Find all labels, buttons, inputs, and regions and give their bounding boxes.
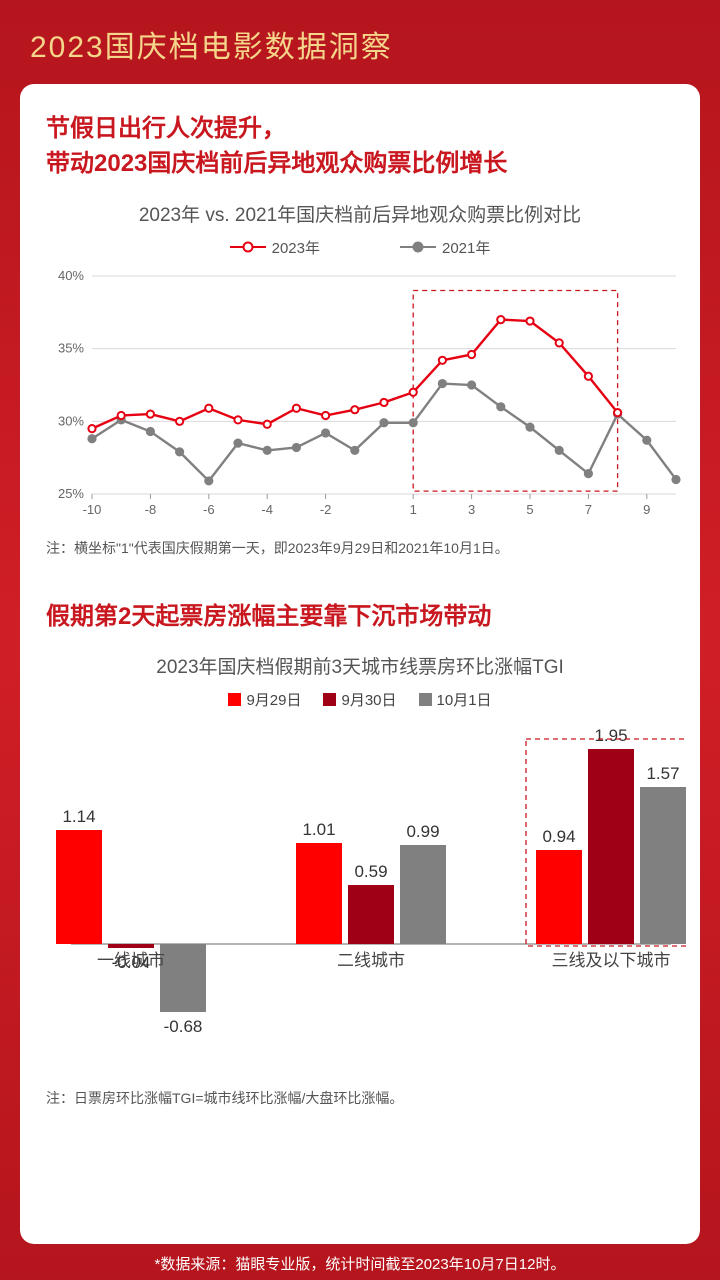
line-chart: 25% 30% 35% 40% -10 -8 -6 -4 -2 1 3 5 7 9 <box>46 264 674 524</box>
content-card: 节假日出行人次提升， 带动2023国庆档前后异地观众购票比例增长 2023年 v… <box>20 84 700 1244</box>
legend-2021-label: 2021年 <box>442 237 490 258</box>
svg-text:9: 9 <box>643 502 650 517</box>
section1-title-line2: 带动2023国庆档前后异地观众购票比例增长 <box>46 147 674 182</box>
footer-source: *数据来源：猫眼专业版，统计时间截至2023年10月7日12时。 <box>0 1245 720 1280</box>
section2-chart-title: 2023年国庆档假期前3天城市线票房环比涨幅TGI <box>46 652 674 679</box>
svg-text:1.14: 1.14 <box>62 807 95 826</box>
svg-text:25%: 25% <box>58 486 84 501</box>
section1-note: 注：横坐标"1"代表国庆假期第一天，即2023年9月29日和2021年10月1日… <box>46 538 674 558</box>
legend-2023-label: 2023年 <box>272 237 320 258</box>
section1-title-line1: 节假日出行人次提升， <box>46 112 674 147</box>
svg-text:0.99: 0.99 <box>406 822 439 841</box>
svg-text:-2: -2 <box>320 502 332 517</box>
svg-text:1.57: 1.57 <box>646 764 679 783</box>
section2-title: 假期第2天起票房涨幅主要靠下沉市场带动 <box>46 600 674 635</box>
svg-text:一线城市: 一线城市 <box>97 951 165 970</box>
svg-text:5: 5 <box>526 502 533 517</box>
svg-text:3: 3 <box>468 502 475 517</box>
legend-d1-label: 9月29日 <box>246 689 301 710</box>
svg-text:30%: 30% <box>58 413 84 428</box>
svg-text:-6: -6 <box>203 502 215 517</box>
svg-text:-10: -10 <box>83 502 102 517</box>
svg-text:三线及以下城市: 三线及以下城市 <box>552 951 671 970</box>
svg-text:-8: -8 <box>145 502 157 517</box>
page-title: 2023国庆档电影数据洞察 <box>0 0 720 84</box>
legend-d1: 9月29日 <box>228 689 301 710</box>
svg-text:0.59: 0.59 <box>354 862 387 881</box>
legend-2021: 2021年 <box>400 237 490 258</box>
svg-text:-0.68: -0.68 <box>164 1017 203 1036</box>
section1-chart-title: 2023年 vs. 2021年国庆档前后异地观众购票比例对比 <box>46 200 674 227</box>
section2-note: 注：日票房环比涨幅TGI=城市线环比涨幅/大盘环比涨幅。 <box>46 1088 674 1108</box>
legend-d3-label: 10月1日 <box>437 689 492 710</box>
legend-d2: 9月30日 <box>323 689 396 710</box>
bar-chart: 1.14-0.04-0.68一线城市1.010.590.99二线城市0.941.… <box>46 724 674 1074</box>
section1-legend: 2023年 2021年 <box>46 237 674 258</box>
legend-2023: 2023年 <box>230 237 320 258</box>
svg-text:1: 1 <box>410 502 417 517</box>
svg-text:35%: 35% <box>58 340 84 355</box>
legend-d2-label: 9月30日 <box>341 689 396 710</box>
section1-title: 节假日出行人次提升， 带动2023国庆档前后异地观众购票比例增长 <box>46 112 674 182</box>
section2-legend: 9月29日 9月30日 10月1日 <box>46 689 674 710</box>
svg-text:1.95: 1.95 <box>594 726 627 745</box>
legend-d3: 10月1日 <box>419 689 492 710</box>
svg-text:二线城市: 二线城市 <box>337 951 405 970</box>
svg-text:-4: -4 <box>261 502 273 517</box>
svg-text:1.01: 1.01 <box>302 820 335 839</box>
svg-text:7: 7 <box>585 502 592 517</box>
svg-text:40%: 40% <box>58 268 84 283</box>
svg-text:0.94: 0.94 <box>542 827 575 846</box>
